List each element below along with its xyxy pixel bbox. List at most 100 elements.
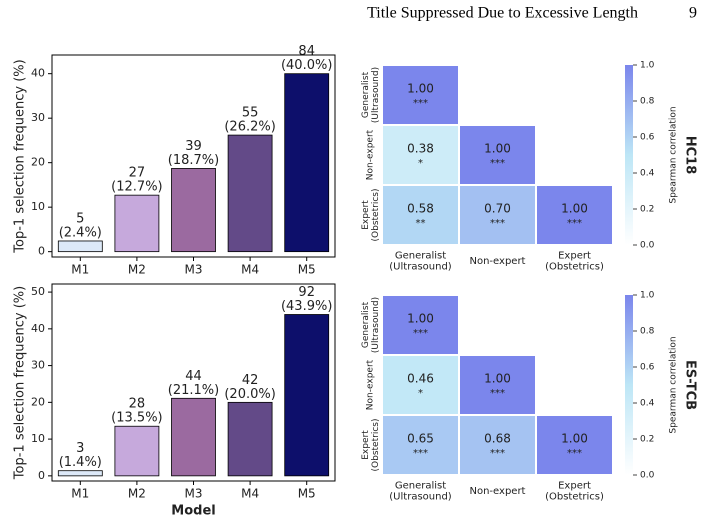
heatmap-cell (458, 184, 537, 246)
column-label: Non-expert (470, 256, 526, 267)
cell-significance: *** (567, 218, 582, 229)
axes-frame (51, 283, 336, 482)
colorbar-tick-label: 0.2 (640, 435, 654, 445)
heatmap-cell (381, 184, 460, 246)
cell-significance: *** (490, 218, 505, 229)
heatmap-cell (381, 414, 460, 476)
bar (227, 134, 273, 253)
bar (284, 73, 330, 253)
heatmap-cell (458, 414, 537, 476)
bar (114, 425, 160, 477)
y-axis-label: Top-1 selection frequency (%) (13, 286, 28, 480)
cell-significance: *** (413, 98, 428, 109)
colorbar-label: Spearman correlation (669, 336, 679, 433)
colorbar-tick-label: 0.8 (640, 327, 655, 337)
count-label: 39 (185, 139, 202, 154)
cell-value: 0.46 (407, 372, 434, 386)
cell-significance: *** (490, 388, 505, 399)
colorbar-tick-label: 1.0 (640, 291, 655, 301)
bar (57, 240, 103, 253)
column-label: Expert (Obstetrics) (545, 481, 604, 503)
colorbar-tick-label: 0.8 (640, 97, 655, 107)
row-label: Non-expert (366, 129, 376, 180)
x-tick-label: M4 (241, 263, 259, 277)
y-tick-label: 20 (31, 395, 45, 408)
page-number: 9 (689, 5, 697, 22)
cell-significance: *** (413, 328, 428, 339)
cell-significance: *** (490, 158, 505, 169)
cell-value: 1.00 (484, 372, 511, 386)
value-label: (13.5%) (111, 411, 162, 426)
colorbar-tick-label: 0.0 (640, 241, 655, 251)
count-label: 42 (242, 373, 259, 388)
heatmap-cell (535, 414, 614, 476)
value-label: (21.1%) (168, 383, 219, 398)
y-tick-label: 20 (31, 156, 45, 169)
cell-value: 1.00 (561, 432, 588, 446)
x-tick-label: M5 (298, 487, 316, 501)
cell-significance: *** (567, 448, 582, 459)
count-label: 28 (129, 397, 146, 412)
x-tick-label: M5 (298, 263, 316, 277)
x-tick-label: M3 (185, 487, 203, 501)
bar (227, 401, 273, 477)
y-tick-label: 0 (38, 469, 45, 482)
colorbar-tick-label: 0.2 (640, 205, 654, 215)
cell-significance: *** (413, 448, 428, 459)
cell-value: 1.00 (561, 202, 588, 216)
x-tick-label: M3 (185, 263, 203, 277)
x-tick-label: M4 (241, 487, 259, 501)
axes-frame (51, 54, 336, 258)
heatmap-cell (458, 354, 537, 416)
y-tick-label: 30 (31, 111, 45, 124)
value-label: (43.9%) (281, 299, 332, 314)
y-tick-label: 10 (31, 200, 45, 213)
dataset-title: HC18 (683, 136, 698, 175)
value-label: (1.4%) (59, 455, 102, 470)
colorbar-tick-label: 0.6 (640, 363, 655, 373)
value-label: (40.0%) (281, 58, 332, 73)
cell-value: 0.68 (484, 432, 511, 446)
bar (171, 397, 216, 477)
y-tick-label: 40 (31, 322, 45, 335)
value-label: (18.7%) (168, 153, 219, 168)
y-tick-label: 10 (31, 432, 45, 445)
count-label: 84 (298, 44, 315, 59)
count-label: 55 (242, 106, 259, 121)
column-label: Expert (Obstetrics) (545, 251, 604, 273)
row-label: Generalist(Ultrasound) (361, 67, 381, 123)
dataset-title: ES-TCB (683, 360, 698, 410)
cell-significance: * (418, 158, 423, 169)
cell-value: 1.00 (484, 142, 511, 156)
y-tick-label: 40 (31, 67, 45, 80)
colorbar-tick-label: 0.6 (640, 133, 655, 143)
y-tick-label: 50 (31, 285, 45, 298)
colorbar-tick-label: 1.0 (640, 61, 655, 71)
y-axis-label: Top-1 selection frequency (%) (13, 59, 28, 253)
colorbar-tick-label: 0.4 (640, 399, 655, 409)
value-label: (26.2%) (224, 120, 275, 135)
x-tick-label: M1 (71, 487, 89, 501)
count-label: 44 (185, 369, 202, 384)
count-label: 27 (129, 166, 146, 181)
value-label: (20.0%) (224, 387, 275, 402)
cell-value: 1.00 (407, 312, 434, 326)
row-label: Expert(Obstetrics) (361, 419, 381, 472)
colorbar (625, 65, 633, 245)
cell-value: 0.70 (484, 202, 511, 216)
cell-significance: * (418, 388, 423, 399)
column-label: Generalist (Ultrasound) (389, 481, 452, 503)
y-tick-label: 0 (38, 245, 45, 258)
heatmap-cell (381, 64, 460, 126)
colorbar (625, 295, 633, 475)
running-title: Title Suppressed Due to Excessive Length (367, 5, 638, 22)
colorbar-tick-label: 0.0 (640, 471, 655, 481)
bar (57, 470, 103, 477)
cell-value: 1.00 (407, 82, 434, 96)
value-label: (12.7%) (111, 180, 162, 195)
column-label: Non-expert (470, 486, 526, 497)
row-label: Expert(Obstetrics) (361, 189, 381, 242)
y-tick-label: 30 (31, 359, 45, 372)
colorbar-tick-label: 0.4 (640, 169, 655, 179)
